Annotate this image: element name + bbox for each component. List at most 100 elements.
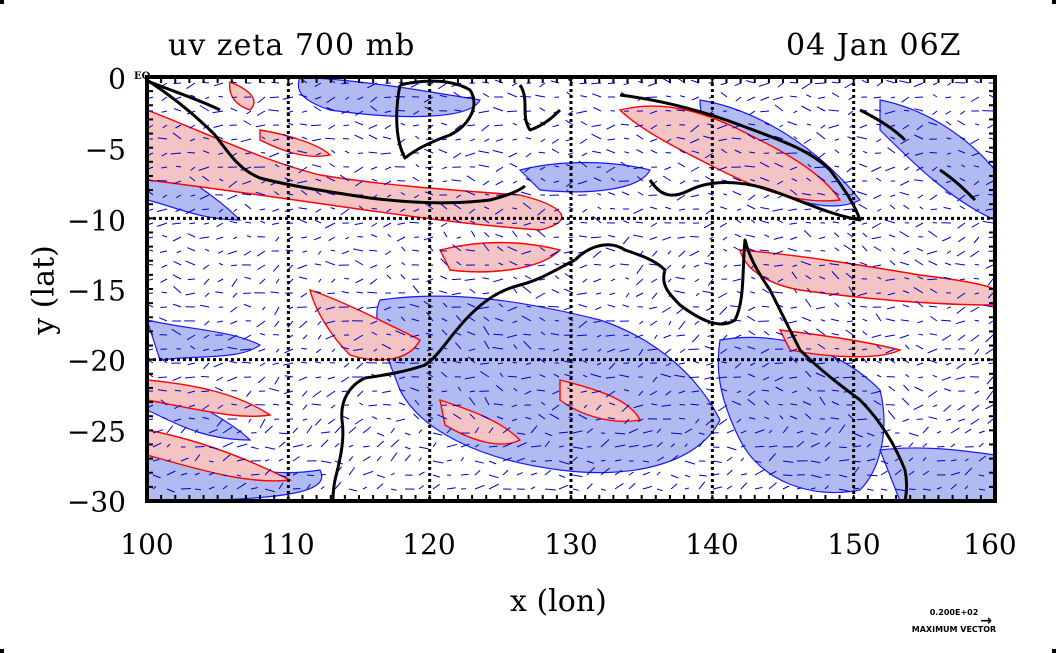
wind-vector <box>261 306 266 311</box>
wind-vector <box>606 124 616 130</box>
wind-vector <box>749 291 756 294</box>
wind-vector <box>423 300 434 308</box>
wind-vector <box>609 264 616 269</box>
wind-vector <box>856 136 868 140</box>
wind-vector <box>496 246 504 252</box>
wind-vector <box>876 138 882 143</box>
wind-vector <box>506 110 518 113</box>
wind-vector <box>902 290 910 294</box>
wind-vector <box>716 376 728 379</box>
wind-vector <box>166 470 176 476</box>
wind-vector <box>877 208 882 212</box>
wind-vector <box>368 404 378 407</box>
wind-vector <box>227 346 238 350</box>
wind-vector <box>861 375 868 378</box>
wind-vector <box>428 290 434 294</box>
wind-vector <box>216 236 224 240</box>
wind-vector <box>301 390 308 397</box>
wind-vector <box>831 81 840 84</box>
wind-vector <box>903 109 910 112</box>
wind-vector <box>916 124 924 131</box>
wind-vector <box>502 469 509 476</box>
wind-vector <box>246 110 252 115</box>
wind-vector <box>747 373 756 378</box>
wind-vector <box>426 413 434 420</box>
wind-vector <box>152 474 161 479</box>
wind-vector <box>623 220 630 224</box>
wind-vector <box>989 94 994 98</box>
y-tick-label: −10 <box>66 204 126 238</box>
wind-vector <box>974 348 980 355</box>
wind-vector <box>782 460 794 463</box>
wind-vector <box>814 82 826 85</box>
wind-vector <box>656 442 663 448</box>
wind-vector <box>161 166 168 169</box>
wind-vector <box>597 192 602 196</box>
wind-vector <box>202 264 210 270</box>
wind-vector <box>620 123 630 126</box>
wind-vector <box>554 165 560 168</box>
wind-vector <box>362 486 368 490</box>
wind-vector <box>650 124 658 130</box>
wind-vector <box>600 488 606 491</box>
wind-vector <box>257 96 266 104</box>
wind-vector <box>649 110 658 115</box>
wind-vector <box>357 96 364 101</box>
wind-vector <box>760 110 770 113</box>
wind-vector <box>957 222 966 229</box>
wind-vector <box>943 206 952 210</box>
wind-vector <box>152 485 157 490</box>
wind-vector <box>312 390 322 398</box>
wind-vector <box>161 110 168 113</box>
wind-vector <box>712 460 722 463</box>
wind-vector <box>482 180 490 186</box>
wind-vector <box>744 165 756 168</box>
wind-vector <box>761 389 770 392</box>
wind-vector <box>158 376 168 379</box>
wind-vector <box>428 404 434 407</box>
wind-vector <box>432 460 444 464</box>
wind-vector <box>455 315 462 322</box>
wind-vector <box>330 249 336 252</box>
wind-vector <box>789 415 798 420</box>
wind-vector <box>344 150 350 154</box>
wind-vector <box>928 305 938 308</box>
wind-vector <box>620 263 630 266</box>
wind-vector <box>946 306 952 309</box>
wind-vector <box>678 417 686 420</box>
wind-vector <box>400 208 406 212</box>
wind-vector <box>974 319 980 322</box>
wind-vector <box>218 152 224 155</box>
wind-vector <box>663 334 672 339</box>
wind-vector <box>670 474 679 479</box>
wind-vector <box>204 248 210 252</box>
wind-vector <box>493 106 504 112</box>
wind-vector <box>572 430 583 434</box>
wind-vector <box>455 342 462 350</box>
wind-vector <box>667 278 672 283</box>
wind-vector <box>512 180 518 184</box>
wind-vector <box>553 373 560 378</box>
wind-vector <box>415 164 420 168</box>
wind-vector <box>242 180 252 185</box>
wind-vector <box>747 194 756 201</box>
wind-vector <box>866 443 872 448</box>
wind-vector <box>442 166 448 170</box>
wind-vector <box>899 180 910 186</box>
wind-vector <box>956 292 966 299</box>
wind-vector <box>636 134 644 140</box>
wind-vector <box>147 190 154 196</box>
equator-label: EQ <box>134 71 151 82</box>
wind-vector <box>496 416 504 420</box>
wind-vector <box>222 474 228 477</box>
wind-vector <box>960 96 966 99</box>
wind-vector <box>817 175 826 182</box>
wind-vector <box>581 152 588 157</box>
wind-vector <box>356 362 364 370</box>
wind-vector <box>871 222 882 229</box>
wind-vector <box>762 362 770 368</box>
x-tick-label: 110 <box>261 528 315 561</box>
wind-vector <box>777 82 784 88</box>
wind-vector <box>369 278 378 285</box>
wind-vector <box>204 320 210 326</box>
